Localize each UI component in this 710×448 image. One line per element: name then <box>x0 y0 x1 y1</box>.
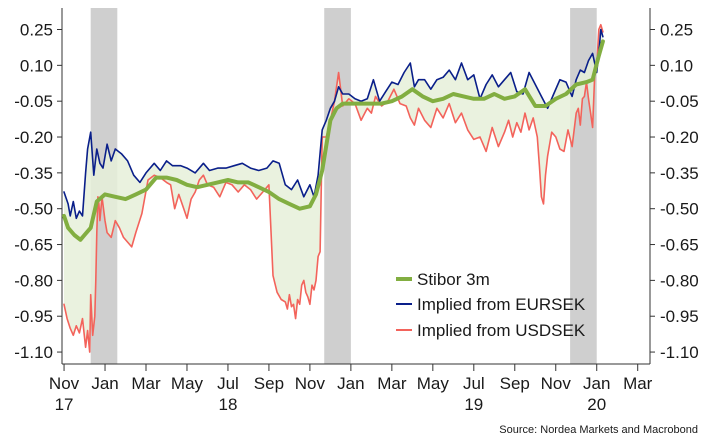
x-tick-label: May <box>171 374 204 393</box>
x-tick-label: Jul <box>217 374 239 393</box>
y-tick-label-right: -0.05 <box>660 92 699 111</box>
x-tick-label: Nov <box>541 374 572 393</box>
y-tick-label-right: -0.95 <box>660 307 699 326</box>
y-tick-label-right: 0.25 <box>660 21 693 40</box>
y-tick-label-left: -0.65 <box>14 236 53 255</box>
y-tick-label-left: -1.10 <box>14 343 53 362</box>
x-tick-label: Sep <box>500 374 530 393</box>
series-line-implied-usdsek <box>63 23 604 353</box>
spread-area-fill <box>64 26 603 352</box>
y-tick-label-right: -1.10 <box>660 343 699 362</box>
y-tick-label-left: 0.10 <box>20 56 53 75</box>
y-tick-label-right: -0.65 <box>660 236 699 255</box>
shaded-period-2 <box>324 8 351 364</box>
x-tick-label: Mar <box>131 374 161 393</box>
x-tick-label: Jan <box>337 374 364 393</box>
y-tick-label-left: -0.80 <box>14 271 53 290</box>
legend-label-stibor: Stibor 3m <box>417 270 490 289</box>
y-tick-label-left: 0.25 <box>20 21 53 40</box>
x-year-label: 17 <box>55 395 74 414</box>
x-tick-label: May <box>417 374 450 393</box>
y-tick-label-right: -0.50 <box>660 200 699 219</box>
source-note: Source: Nordea Markets and Macrobond <box>499 424 698 436</box>
y-tick-label-left: -0.20 <box>14 128 53 147</box>
x-year-label: 20 <box>587 395 606 414</box>
x-tick-label: Jan <box>583 374 610 393</box>
y-tick-label-left: -0.95 <box>14 307 53 326</box>
x-year-label: 19 <box>464 395 483 414</box>
y-tick-label-left: -0.35 <box>14 164 53 183</box>
y-tick-label-right: -0.80 <box>660 271 699 290</box>
x-tick-label: Jan <box>91 374 118 393</box>
y-tick-label-left: -0.50 <box>14 200 53 219</box>
legend-label-usdsek: Implied from USDSEK <box>417 321 586 340</box>
axes-layer: 0.25 0.25 0.10 0.10 -0.05 -0.05 -0.20 -0.20 -0.3… <box>14 8 699 414</box>
y-tick-label-right: -0.35 <box>660 164 699 183</box>
x-tick-label: Sep <box>254 374 284 393</box>
y-tick-label-right: 0.10 <box>660 56 693 75</box>
area-fill-layer <box>64 26 603 352</box>
legend-label-eursek: Implied from EURSEK <box>417 295 586 314</box>
y-tick-label-left: -0.05 <box>14 92 53 111</box>
x-tick-label: Jul <box>463 374 485 393</box>
series-line-stibor-3m <box>62 39 605 242</box>
x-tick-label: Nov <box>49 374 80 393</box>
x-year-label: 18 <box>218 395 237 414</box>
legend: Stibor 3m Implied from EURSEK Implied fr… <box>396 270 586 340</box>
series-layer <box>62 23 605 353</box>
y-tick-label-right: -0.20 <box>660 128 699 147</box>
x-tick-label: Mar <box>377 374 407 393</box>
x-tick-label: Mar <box>623 374 653 393</box>
x-tick-label: Nov <box>295 374 326 393</box>
shaded-period-layer <box>90 8 597 364</box>
series-line-implied-eursek <box>63 28 604 220</box>
